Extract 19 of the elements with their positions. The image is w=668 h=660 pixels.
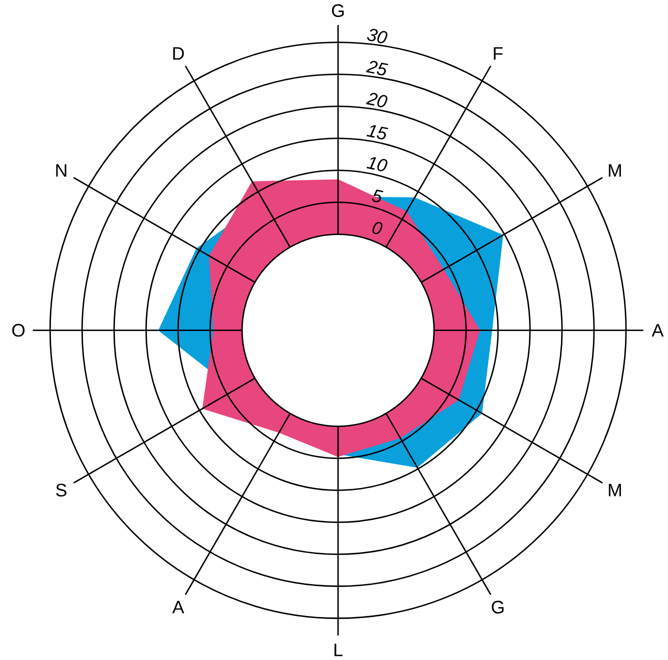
spoke-label: D	[173, 47, 184, 60]
spoke-label: S	[56, 484, 66, 496]
spoke-label: A	[172, 600, 184, 614]
y-tick-label: 20	[366, 92, 388, 108]
spoke-label: N	[56, 164, 66, 176]
y-tick-label: 0	[372, 222, 382, 234]
y-tick-label: 10	[366, 156, 388, 172]
spoke-label: A	[652, 324, 664, 336]
spoke-label: M	[608, 164, 621, 176]
spoke-label: G	[492, 600, 504, 614]
y-tick-label: 15	[366, 124, 388, 140]
spoke-label: O	[12, 324, 25, 336]
y-tick-label: 25	[366, 60, 388, 76]
spoke-label: L	[334, 644, 342, 656]
y-tick-label: 30	[367, 28, 388, 44]
spoke-label: M	[608, 484, 621, 496]
y-tick-label: 5	[372, 189, 384, 202]
spoke-label: F	[494, 47, 503, 60]
spoke-label: G	[332, 4, 344, 17]
